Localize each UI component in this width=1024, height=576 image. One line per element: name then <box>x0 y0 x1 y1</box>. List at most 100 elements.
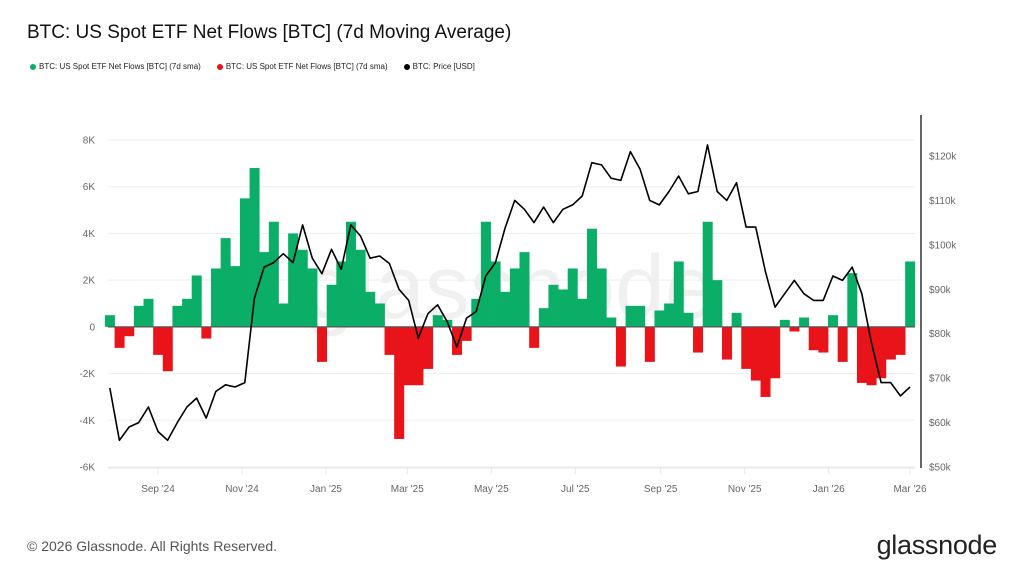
y-right-tick-label: $100k <box>929 240 957 251</box>
inflow-bar <box>336 261 347 327</box>
outflow-bar <box>750 326 761 381</box>
inflow-bar <box>558 289 569 327</box>
y-left-tick-label: -6K <box>79 463 95 474</box>
inflow-bar <box>538 308 549 327</box>
outflow-bar <box>818 326 829 353</box>
y-left-tick-label: -4K <box>79 416 95 427</box>
inflow-bar <box>847 273 858 327</box>
y-right-tick-label: $70k <box>929 374 952 385</box>
inflow-bar <box>172 305 183 327</box>
inflow-bar <box>133 305 144 327</box>
outflow-bar <box>201 326 212 339</box>
outflow-bar <box>413 326 424 386</box>
glassnode-logo[interactable]: glassnode <box>876 530 998 560</box>
outflow-bar <box>876 326 887 379</box>
inflow-bar <box>586 228 597 327</box>
outflow-bar <box>403 326 414 386</box>
inflow-bar <box>799 317 810 327</box>
inflow-bar <box>654 310 665 327</box>
inflow-bar <box>779 319 790 327</box>
y-right-tick-label: $50k <box>929 463 952 474</box>
outflow-bar <box>837 326 848 362</box>
outflow-bar <box>721 326 732 360</box>
y-right-tick-label: $60k <box>929 418 952 429</box>
inflow-bar <box>230 266 241 327</box>
inflow-bar <box>509 268 520 327</box>
red-dot-icon <box>216 63 223 70</box>
x-tick-label: Nov '24 <box>225 484 259 495</box>
inflow-bar <box>259 252 270 327</box>
inflow-bar <box>297 249 308 327</box>
chart-title: BTC: US Spot ETF Net Flows [BTC] (7d Mov… <box>27 22 512 43</box>
outflow-bar <box>162 326 173 372</box>
x-tick-label: Jul '25 <box>561 484 590 495</box>
legend-label: BTC: US Spot ETF Net Flows [BTC] (7d sma… <box>39 62 201 71</box>
y-right-tick-label: $110k <box>929 196 957 207</box>
inflow-bar <box>432 315 443 327</box>
y-left-tick-label: 0 <box>89 322 95 333</box>
outflow-bar <box>760 326 771 397</box>
y-left-tick-label: 6K <box>83 182 96 193</box>
y-left-tick-label: 8K <box>83 136 96 147</box>
outflow-bar <box>615 326 626 367</box>
outflow-bar <box>856 326 867 383</box>
outflow-bar <box>452 326 463 355</box>
green-dot-icon <box>30 63 36 70</box>
legend-label: BTC: US Spot ETF Net Flows [BTC] (7d sma… <box>225 62 388 71</box>
outflow-bar <box>770 326 781 379</box>
outflow-bar <box>644 326 655 362</box>
outflow-bar <box>741 326 752 369</box>
legend-item-outflows[interactable]: BTC: US Spot ETF Net Flows [BTC] (7d sma… <box>216 62 388 71</box>
outflow-bar <box>114 326 125 348</box>
inflow-bar <box>490 261 501 327</box>
inflow-bar <box>268 221 279 327</box>
inflow-bar <box>288 233 299 327</box>
outflow-bar <box>885 326 896 360</box>
inflow-bar <box>307 268 318 327</box>
x-tick-label: Nov '25 <box>728 484 762 495</box>
inflow-bar <box>471 298 482 327</box>
flow-bars <box>104 168 916 439</box>
inflow-bar <box>702 221 713 327</box>
inflow-bar <box>635 305 646 327</box>
x-tick-label: Sep '25 <box>644 484 678 495</box>
price-line-group <box>109 144 911 442</box>
outflow-bar <box>394 326 405 439</box>
inflow-bar <box>326 284 337 327</box>
x-tick-label: Sep '24 <box>141 484 175 495</box>
legend: BTC: US Spot ETF Net Flows [BTC] (7d sma… <box>30 62 475 71</box>
inflow-bar <box>731 312 742 327</box>
y-right-tick-label: $120k <box>929 152 957 163</box>
outflow-bar <box>529 326 540 348</box>
legend-item-price[interactable]: BTC: Price [USD] <box>403 62 475 71</box>
outflow-bar <box>461 326 472 341</box>
inflow-bar <box>664 303 675 327</box>
axes: 8K 6K 4K 2K 0 -2K -4K -6K $120k $110k $100k $90k $80… <box>79 115 957 495</box>
inflow-bar <box>519 252 530 327</box>
y-left-tick-label: 2K <box>83 276 96 287</box>
x-tick-label: Jan '26 <box>813 484 845 495</box>
inflow-bar <box>577 298 588 327</box>
inflow-bar <box>500 291 511 327</box>
inflow-bar <box>365 291 376 327</box>
outflow-bar <box>153 326 164 355</box>
outflow-bar <box>808 326 819 351</box>
inflow-bar <box>606 317 617 327</box>
inflow-bar <box>596 268 607 327</box>
inflow-bar <box>210 268 221 327</box>
legend-item-inflows[interactable]: BTC: US Spot ETF Net Flows [BTC] (7d sma… <box>30 62 201 71</box>
inflow-bar <box>355 249 366 327</box>
outflow-bar <box>124 326 135 337</box>
inflow-bar <box>548 284 559 327</box>
inflow-bar <box>249 168 260 327</box>
inflow-bar <box>191 275 202 327</box>
inflow-bar <box>374 303 385 327</box>
inflow-bar <box>673 261 684 327</box>
inflow-bar <box>905 261 916 327</box>
y-left-tick-label: -2K <box>79 369 95 380</box>
x-tick-label: May '25 <box>474 484 509 495</box>
outflow-bar <box>895 326 906 355</box>
x-tick-label: Mar '26 <box>893 484 926 495</box>
inflow-bar <box>567 268 578 327</box>
